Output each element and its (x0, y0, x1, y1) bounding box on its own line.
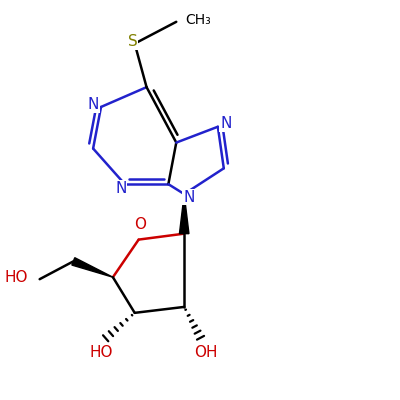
Text: N: N (88, 98, 99, 112)
Text: HO: HO (4, 270, 28, 285)
Text: N: N (220, 116, 232, 131)
Text: HO: HO (89, 345, 113, 360)
Polygon shape (180, 194, 189, 234)
Text: O: O (134, 218, 146, 232)
Text: S: S (128, 34, 138, 49)
Text: CH₃: CH₃ (185, 13, 211, 27)
Text: N: N (183, 190, 195, 205)
Text: OH: OH (194, 345, 218, 360)
Polygon shape (72, 258, 113, 277)
Text: N: N (115, 181, 126, 196)
